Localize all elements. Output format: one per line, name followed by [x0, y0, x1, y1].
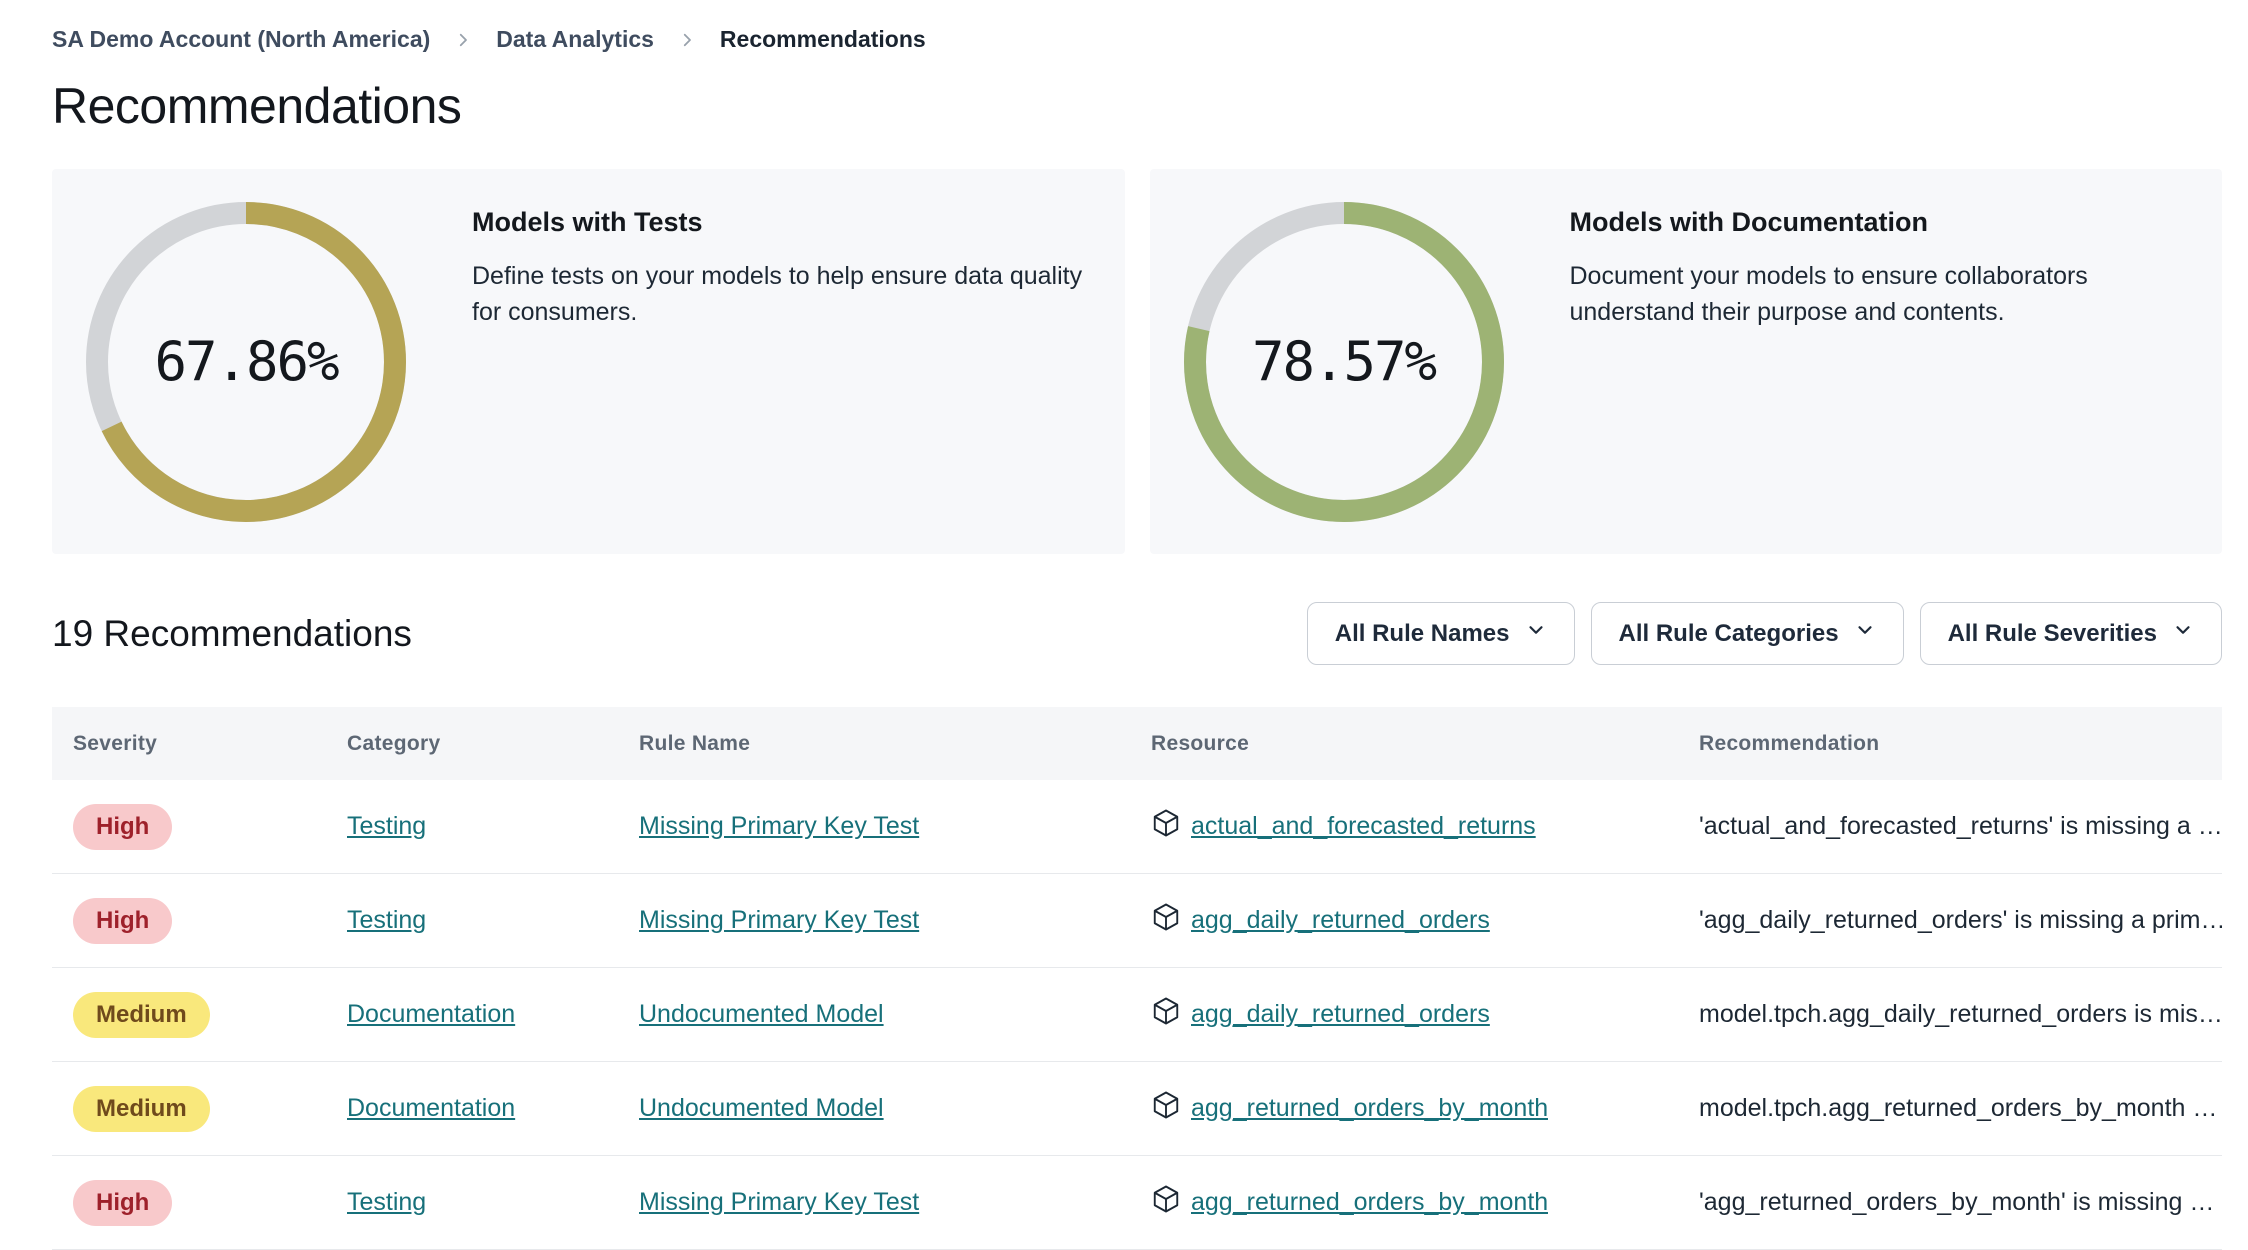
- tests-percent-value: 67.86%: [154, 330, 339, 393]
- rule-names-filter-label: All Rule Names: [1334, 619, 1510, 647]
- column-header-rule-name: Rule Name: [639, 731, 751, 755]
- breadcrumb-current: Recommendations: [719, 26, 926, 52]
- recommendation-text: 'agg_returned_orders_by_month' is missin…: [1699, 1188, 2215, 1216]
- table-row: Medium Documentation Undocumented Model …: [52, 1062, 2222, 1156]
- column-header-recommendation: Recommendation: [1699, 731, 1880, 755]
- category-link[interactable]: Testing: [347, 1188, 427, 1216]
- severity-badge: Medium: [73, 991, 210, 1038]
- category-link[interactable]: Testing: [347, 812, 427, 840]
- model-cube-icon: [1151, 808, 1181, 845]
- breadcrumb-project[interactable]: Data Analytics: [496, 26, 654, 52]
- severity-badge: High: [73, 897, 173, 944]
- table-header-row: Severity Category Rule Name Resource Rec…: [52, 707, 2222, 780]
- rule-name-link[interactable]: Missing Primary Key Test: [639, 812, 920, 840]
- docs-donut-chart: 78.57%: [1183, 201, 1504, 522]
- resource-link[interactable]: agg_returned_orders_by_month: [1191, 1188, 1549, 1216]
- model-cube-icon: [1151, 1090, 1181, 1127]
- tests-donut-chart: 67.86%: [86, 201, 406, 522]
- rule-name-link[interactable]: Undocumented Model: [639, 1094, 884, 1122]
- tests-card-title: Models with Tests: [472, 207, 703, 237]
- resource-link[interactable]: actual_and_forecasted_returns: [1191, 812, 1536, 840]
- column-header-resource: Resource: [1151, 731, 1250, 755]
- category-link[interactable]: Documentation: [347, 1094, 516, 1122]
- rule-name-link[interactable]: Missing Primary Key Test: [639, 1188, 920, 1216]
- recommendations-count-heading: 19 Recommendations: [52, 612, 412, 654]
- list-header: 19 Recommendations All Rule Names All Ru…: [52, 602, 2222, 665]
- table-row: High Testing Missing Primary Key Test ac…: [52, 780, 2222, 874]
- rule-severities-filter-label: All Rule Severities: [1947, 619, 2157, 647]
- breadcrumb: SA Demo Account (North America) Data Ana…: [52, 26, 2222, 53]
- column-header-category: Category: [347, 731, 441, 755]
- docs-percent-value: 78.57%: [1251, 330, 1437, 393]
- page-title: Recommendations: [52, 78, 462, 134]
- docs-card-text: Models with Documentation Document your …: [1570, 207, 2183, 331]
- chevron-right-icon: [678, 31, 696, 49]
- card-models-with-documentation: 78.57% Models with Documentation Documen…: [1149, 169, 2222, 554]
- table-row: High Testing Missing Primary Key Test ag…: [52, 1156, 2222, 1250]
- resource-link[interactable]: agg_returned_orders_by_month: [1191, 1094, 1549, 1122]
- recommendation-text: model.tpch.agg_daily_returned_orders is …: [1699, 1000, 2222, 1028]
- model-cube-icon: [1151, 902, 1181, 939]
- chevron-down-icon: [1854, 619, 1876, 648]
- severity-badge: High: [73, 1179, 173, 1226]
- breadcrumb-account[interactable]: SA Demo Account (North America): [52, 26, 431, 52]
- rule-name-link[interactable]: Undocumented Model: [639, 1000, 884, 1028]
- tests-card-description: Define tests on your models to help ensu…: [472, 262, 1083, 327]
- filter-bar: All Rule Names All Rule Categories All R…: [1306, 602, 2222, 665]
- docs-card-description: Document your models to ensure collabora…: [1569, 262, 2088, 327]
- recommendation-text: 'agg_daily_returned_orders' is missing a…: [1699, 906, 2222, 934]
- resource-link[interactable]: agg_daily_returned_orders: [1191, 1000, 1490, 1028]
- category-link[interactable]: Documentation: [347, 1000, 516, 1028]
- chevron-down-icon: [2172, 619, 2194, 648]
- recommendation-text: 'actual_and_forecasted_returns' is missi…: [1699, 812, 2222, 840]
- recommendations-table: Severity Category Rule Name Resource Rec…: [52, 707, 2222, 1250]
- rule-names-filter-dropdown[interactable]: All Rule Names: [1306, 602, 1575, 665]
- rule-name-link[interactable]: Missing Primary Key Test: [639, 906, 920, 934]
- card-models-with-tests: 67.86% Models with Tests Define tests on…: [52, 169, 1125, 554]
- recommendation-text: model.tpch.agg_returned_orders_by_month …: [1699, 1094, 2218, 1122]
- rule-categories-filter-label: All Rule Categories: [1618, 619, 1839, 647]
- chevron-right-icon: [454, 31, 472, 49]
- severity-badge: Medium: [73, 1085, 210, 1132]
- severity-badge: High: [73, 803, 173, 850]
- donut-progress: [1183, 201, 1504, 522]
- chevron-down-icon: [1525, 619, 1547, 648]
- donut-progress: [86, 201, 406, 522]
- rule-severities-filter-dropdown[interactable]: All Rule Severities: [1919, 602, 2222, 665]
- column-header-severity: Severity: [73, 731, 158, 755]
- metric-cards: 67.86% Models with Tests Define tests on…: [52, 169, 2222, 554]
- model-cube-icon: [1151, 1184, 1181, 1221]
- category-link[interactable]: Testing: [347, 906, 427, 934]
- rule-categories-filter-dropdown[interactable]: All Rule Categories: [1590, 602, 1904, 665]
- tests-card-text: Models with Tests Define tests on your m…: [472, 207, 1085, 331]
- docs-card-title: Models with Documentation: [1569, 207, 1929, 237]
- table-row: Medium Documentation Undocumented Model …: [52, 968, 2222, 1062]
- table-row: High Testing Missing Primary Key Test ag…: [52, 874, 2222, 968]
- resource-link[interactable]: agg_daily_returned_orders: [1191, 906, 1490, 934]
- model-cube-icon: [1151, 996, 1181, 1033]
